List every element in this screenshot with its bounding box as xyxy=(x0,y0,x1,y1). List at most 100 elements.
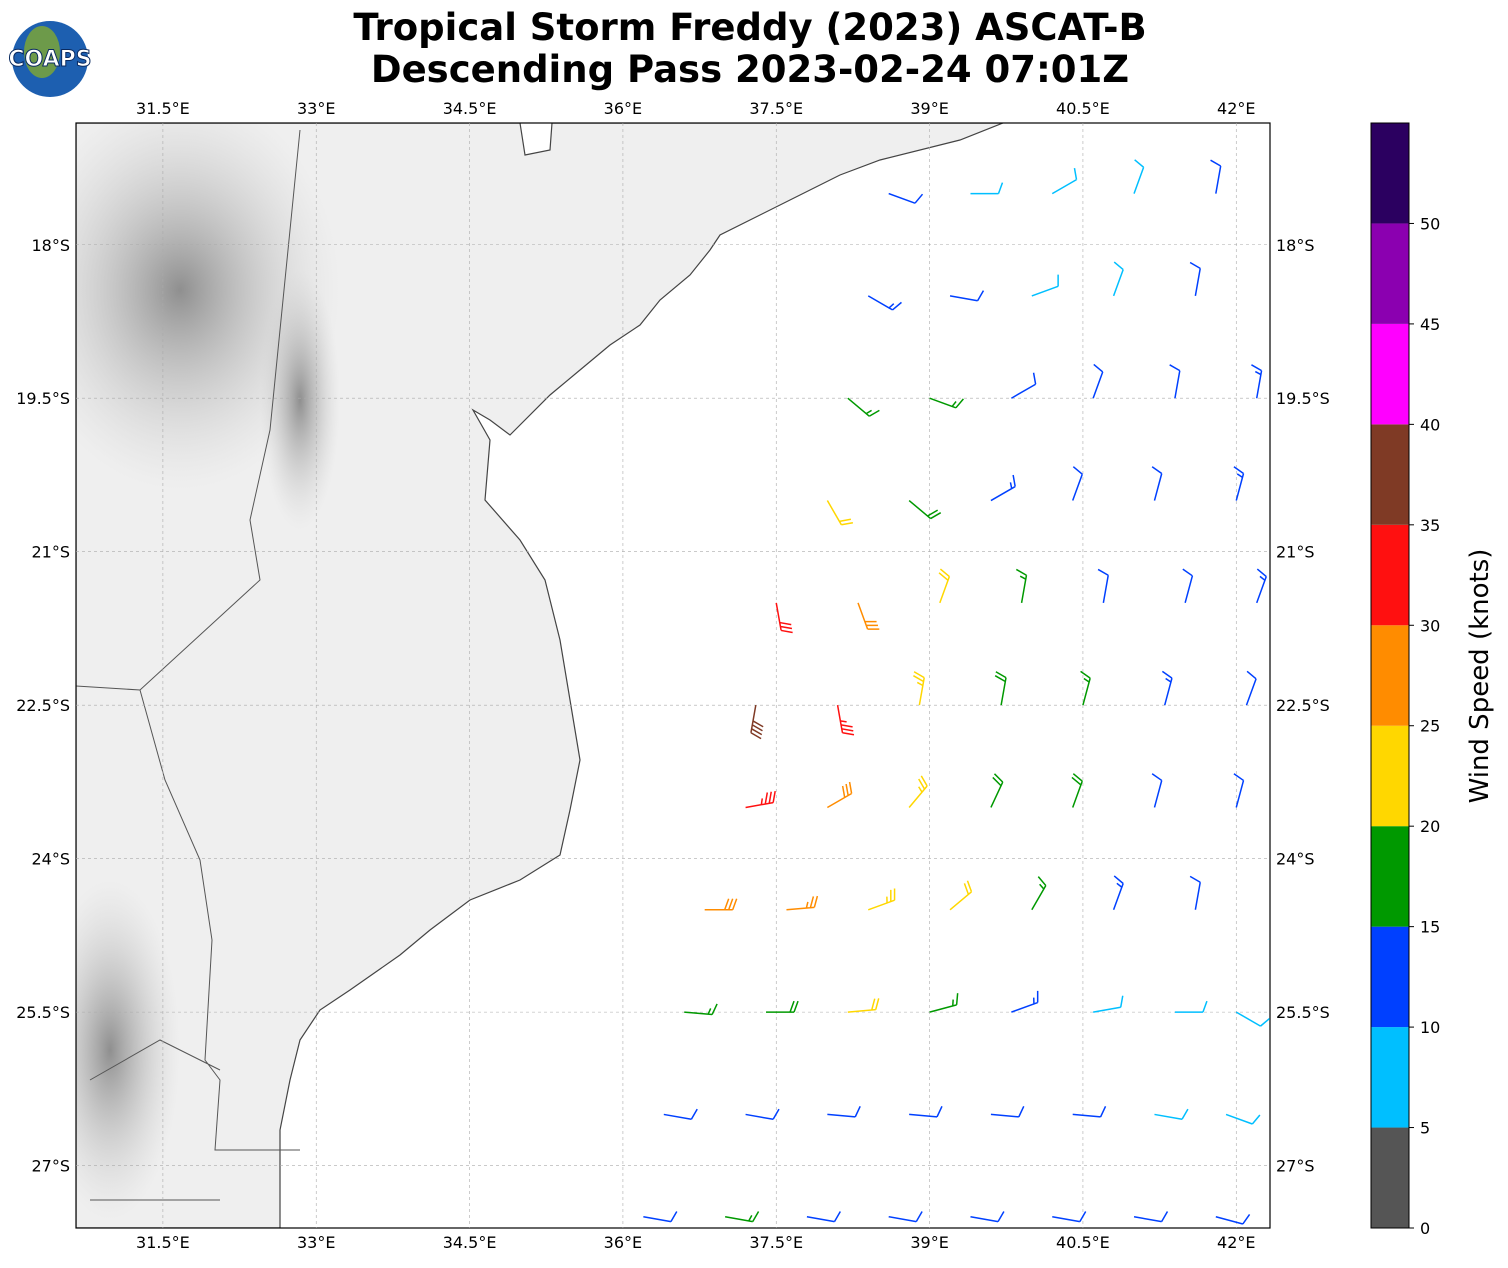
wind-barb xyxy=(970,1211,1005,1223)
wind-barb xyxy=(909,1105,943,1118)
wind-barb xyxy=(970,182,1004,195)
colorbar-segment xyxy=(1371,1127,1409,1228)
wind-barb xyxy=(1233,466,1245,501)
y-tick-label: 24°S xyxy=(1276,850,1315,869)
y-tick-label: 18°S xyxy=(31,236,70,255)
x-tick-label: 37.5°E xyxy=(749,99,803,118)
y-tick-label: 27°S xyxy=(1276,1157,1315,1176)
wind-barb xyxy=(1133,159,1145,194)
colorbar-segment xyxy=(1371,826,1409,927)
wind-barb xyxy=(990,1105,1025,1118)
x-tick-label: 42°E xyxy=(1217,99,1255,118)
colorbar-tick-label: 5 xyxy=(1420,1119,1430,1138)
wind-barb xyxy=(1080,670,1091,706)
colorbar-tick-label: 20 xyxy=(1420,817,1440,836)
x-tick-label: 33°E xyxy=(297,99,335,118)
x-tick-label: 31.5°E xyxy=(136,1233,190,1252)
y-tick-label: 19.5°S xyxy=(16,389,70,408)
y-tick-label: 24°S xyxy=(31,850,70,869)
wind-barb xyxy=(1071,773,1083,808)
wind-barb xyxy=(725,1211,760,1223)
x-tick-label: 36°E xyxy=(604,99,642,118)
wind-barb xyxy=(1245,670,1257,706)
wind-barb xyxy=(929,397,964,409)
wind-barb xyxy=(949,880,973,911)
x-tick-label: 40.5°E xyxy=(1056,99,1110,118)
wind-barb xyxy=(929,993,959,1013)
colorbar-segment xyxy=(1371,223,1409,324)
wind-barb xyxy=(1174,1000,1208,1013)
wind-barb xyxy=(1112,875,1124,911)
wind-barb xyxy=(949,290,985,302)
y-tick-label: 18°S xyxy=(1276,236,1315,255)
wind-barb xyxy=(1154,1108,1189,1121)
wind-barb xyxy=(1133,1211,1169,1223)
colorbar-segment xyxy=(1371,524,1409,626)
colorbar-tick-label: 10 xyxy=(1420,1018,1440,1037)
wind-barb xyxy=(908,499,942,520)
wind-barb xyxy=(867,888,896,911)
basemap xyxy=(76,123,1004,1228)
colorbar-segment xyxy=(1371,424,1409,525)
wind-barb xyxy=(857,602,880,630)
x-tick-label: 37.5°E xyxy=(749,1233,803,1252)
wind-barb xyxy=(745,790,776,809)
wind-barb xyxy=(847,397,880,417)
y-tick-label: 19.5°S xyxy=(1276,389,1330,408)
colorbar-segment xyxy=(1371,123,1409,224)
wind-barb xyxy=(1051,167,1078,195)
wind-barb xyxy=(1097,568,1109,603)
wind-barb xyxy=(867,295,902,311)
colorbar-label: Wind Speed (knots) xyxy=(1465,549,1495,804)
wind-barb xyxy=(826,500,854,526)
wind-barb xyxy=(1215,1213,1251,1225)
colorbar-segment xyxy=(1371,625,1409,726)
wind-barb xyxy=(1225,1113,1261,1125)
colorbar-tick-label: 35 xyxy=(1420,516,1440,535)
x-tick-label: 34.5°E xyxy=(443,99,497,118)
wind-barb xyxy=(1031,876,1047,911)
x-tick-label: 40.5°E xyxy=(1056,1233,1110,1252)
colorbar-segment xyxy=(1371,725,1409,827)
wind-barb xyxy=(704,898,738,911)
wind-barb xyxy=(1233,773,1245,808)
wind-barb xyxy=(888,192,924,204)
overlay: 31.5°E 31.5°E 33°E 33°E 34.5°E 34.5°E 36°E 36°E… xyxy=(16,99,1440,1252)
wind-barb xyxy=(990,474,1016,502)
wind-barb xyxy=(786,895,819,911)
wind-barb xyxy=(775,602,793,634)
wind-barb xyxy=(745,1108,780,1121)
wind-barb xyxy=(826,781,853,809)
colorbar-segment xyxy=(1371,1027,1409,1128)
x-tick-label: 33°E xyxy=(297,1233,335,1252)
wind-barb xyxy=(1072,1105,1107,1118)
colorbar-segment xyxy=(1371,926,1409,1028)
wind-barb xyxy=(1092,363,1104,399)
wind-barb xyxy=(806,1211,841,1223)
logo-text: COAPS xyxy=(8,47,91,72)
wind-barb xyxy=(913,671,925,706)
wind-barb xyxy=(1011,990,1039,1013)
wind-barb xyxy=(1182,568,1194,604)
colorbar-tick-label: 40 xyxy=(1420,415,1440,434)
colorbar-tick-label: 50 xyxy=(1420,214,1440,233)
wind-barb xyxy=(766,1000,799,1013)
colorbar-tick-label: 30 xyxy=(1420,616,1440,635)
x-tick-label: 34.5°E xyxy=(443,1233,497,1252)
x-tick-label: 42°E xyxy=(1217,1233,1255,1252)
wind-barb xyxy=(1169,364,1181,399)
y-tick-label: 22.5°S xyxy=(16,696,70,715)
wind-barb xyxy=(1256,568,1267,604)
y-tick-label: 27°S xyxy=(31,1157,70,1176)
colorbar-tick-label: 15 xyxy=(1420,918,1440,937)
x-tick-label: 36°E xyxy=(604,1233,642,1252)
title-line: Tropical Storm Freddy (2023) ASCAT-B xyxy=(353,6,1146,49)
wind-barb xyxy=(1251,364,1263,399)
wind-barb xyxy=(684,1003,718,1016)
y-tick-label: 25.5°S xyxy=(1276,1003,1330,1022)
title-line: Descending Pass 2023-02-24 07:01Z xyxy=(371,48,1129,91)
wind-barb xyxy=(827,1105,861,1118)
wind-barb xyxy=(663,1108,698,1121)
wind-barb xyxy=(1112,261,1124,297)
